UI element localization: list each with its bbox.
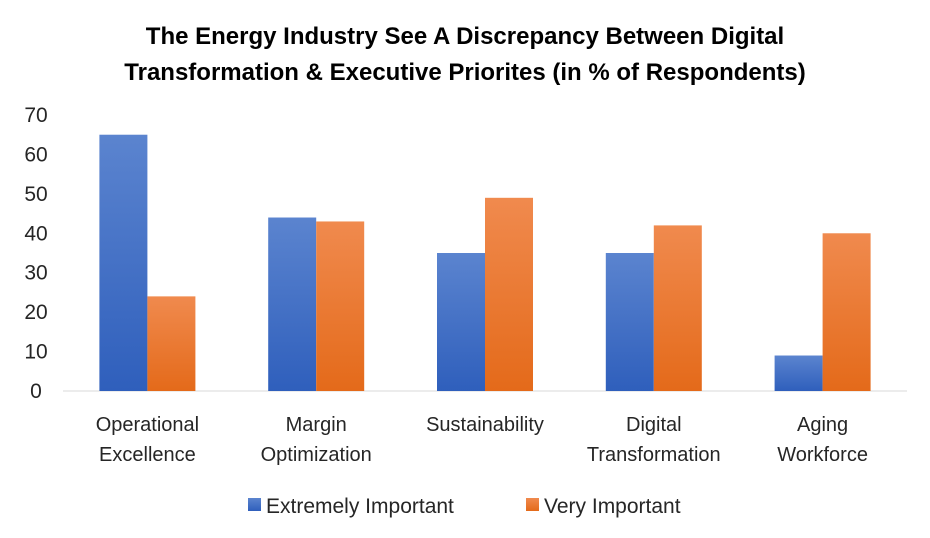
- x-category-label: Aging: [797, 414, 848, 436]
- legend-label: Extremely Important: [266, 495, 454, 518]
- bar-very-important: [485, 197, 533, 391]
- bar-very-important: [316, 221, 365, 391]
- x-category-label: Margin: [286, 414, 347, 436]
- x-category-label: Operational: [96, 414, 199, 436]
- y-tick-label: 10: [24, 341, 47, 364]
- legend-swatch: [248, 498, 261, 511]
- y-tick-label: 20: [24, 301, 47, 324]
- y-tick-label: 40: [24, 222, 47, 245]
- y-tick-label: 0: [30, 380, 42, 403]
- x-category-label: Sustainability: [426, 414, 544, 436]
- bar-very-important: [822, 233, 871, 391]
- bar-extremely-important: [774, 355, 823, 391]
- y-tick-label: 70: [24, 104, 47, 127]
- x-category-label: Digital: [626, 414, 682, 436]
- chart-title-line-2: Transformation & Executive Priorites (in…: [124, 59, 805, 86]
- bar-extremely-important: [99, 134, 148, 391]
- y-tick-label: 60: [24, 143, 47, 166]
- bar-very-important: [653, 225, 702, 391]
- y-tick-label: 30: [24, 262, 47, 285]
- bar-extremely-important: [437, 253, 485, 391]
- bar-extremely-important: [605, 253, 654, 391]
- chart-title-line-1: The Energy Industry See A Discrepancy Be…: [146, 23, 784, 50]
- x-category-label: Optimization: [261, 444, 372, 466]
- bar-extremely-important: [268, 217, 317, 391]
- x-category-label: Transformation: [587, 444, 721, 466]
- bar-very-important: [147, 296, 196, 391]
- legend-label: Very Important: [544, 495, 681, 518]
- y-tick-label: 50: [24, 183, 47, 206]
- x-category-label: Excellence: [99, 444, 196, 466]
- legend-swatch: [526, 498, 539, 511]
- x-category-label: Workforce: [777, 444, 868, 466]
